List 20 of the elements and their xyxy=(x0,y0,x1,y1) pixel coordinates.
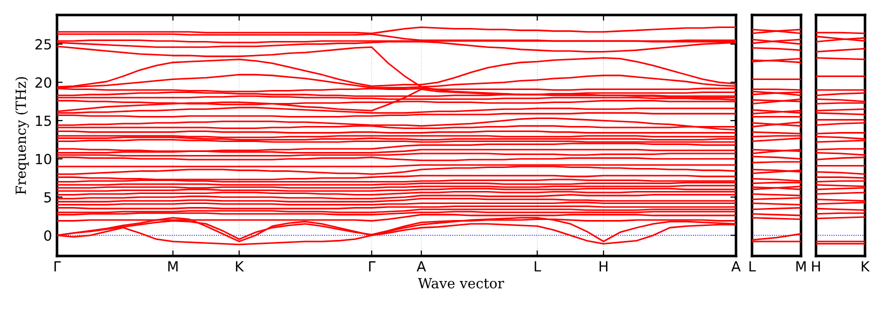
y-tick-label: 10 xyxy=(36,154,52,164)
x-tick-label: M xyxy=(796,261,806,272)
x-tick-label: K xyxy=(236,261,244,272)
y-tick-label: 5 xyxy=(44,192,51,203)
y-tick-label: 15 xyxy=(36,116,51,126)
x-tick-label: L xyxy=(534,261,542,272)
x-tick-label: M xyxy=(168,261,178,272)
x-tick-label: A xyxy=(731,261,741,272)
x-axis-title: Wave vector xyxy=(418,278,504,288)
x-tick-label: H xyxy=(600,261,608,272)
y-tick-label: 20 xyxy=(35,77,52,88)
x-tick-label: Γ xyxy=(54,261,61,272)
x-tick-label: H xyxy=(812,261,820,272)
x-tick-label: Γ xyxy=(369,261,376,272)
y-tick-label: 25 xyxy=(35,39,51,50)
x-tick-label: A xyxy=(416,261,426,272)
x-tick-label: L xyxy=(749,261,756,272)
y-tick-label: 0 xyxy=(44,230,52,241)
x-tick-label: K xyxy=(862,261,870,272)
y-axis-title: Frequency (THz) xyxy=(15,77,29,194)
